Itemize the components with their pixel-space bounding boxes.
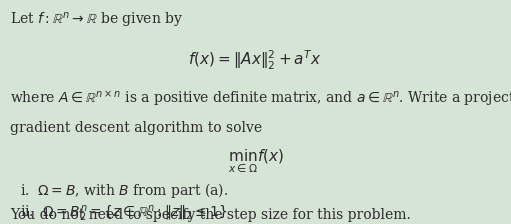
Text: You do not need to specify the step size for this problem.: You do not need to specify the step size… [10,208,411,222]
Text: $f(x) = \|Ax\|_2^2 + a^T x$: $f(x) = \|Ax\|_2^2 + a^T x$ [189,49,322,73]
Text: where $A \in \mathbb{R}^{n \times n}$ is a positive definite matrix, and $a \in : where $A \in \mathbb{R}^{n \times n}$ is… [10,90,511,109]
Text: i.  $\Omega = B$, with $B$ from part (a).: i. $\Omega = B$, with $B$ from part (a). [20,181,229,200]
Text: ii.  $\Omega = B_2^n = \{z \in \mathbb{R}^n : \|z\|_2 \leq 1\}$: ii. $\Omega = B_2^n = \{z \in \mathbb{R}… [20,204,227,224]
Text: gradient descent algorithm to solve: gradient descent algorithm to solve [10,121,262,135]
Text: $\underset{x \in \Omega}{\min} f(x)$: $\underset{x \in \Omega}{\min} f(x)$ [227,148,284,174]
Text: Let $f : \mathbb{R}^n \rightarrow \mathbb{R}$ be given by: Let $f : \mathbb{R}^n \rightarrow \mathb… [10,11,183,30]
